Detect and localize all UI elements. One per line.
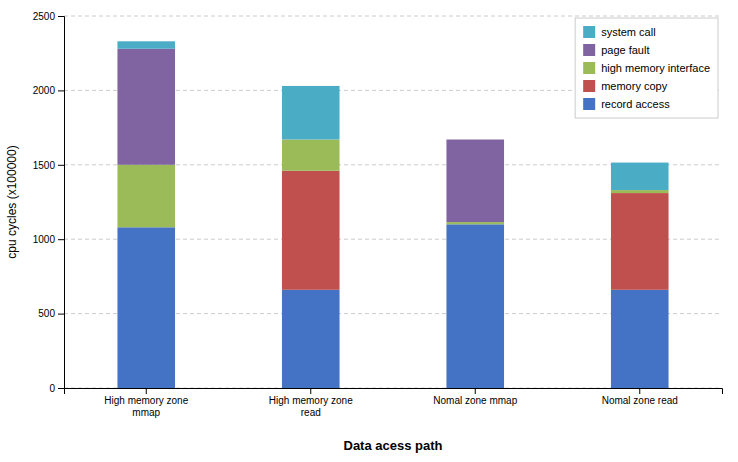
tick-mark [58,239,64,240]
bar-segment [282,140,340,171]
bar-segment [117,49,175,165]
bar-segment [446,222,504,224]
bar-segment [117,41,175,48]
y-axis-title: cpu cycles (x100000) [5,145,19,258]
tick: 1000 [33,234,64,245]
legend-swatch [583,26,595,38]
bar-segment [446,139,504,140]
legend-item: memory copy [583,80,668,92]
tick-mark [58,314,64,315]
tick-label: 2000 [33,85,56,96]
legend-swatch [583,62,595,74]
plot: 0 500 1000 1500 2000 2500 High memory zonemmap… [33,11,723,418]
bar-segment [117,227,175,388]
grid-line [64,16,722,17]
series [117,49,504,222]
bar-segment [611,290,669,388]
tick-label: 1000 [33,234,56,245]
bar-segment [446,140,504,223]
tick-label: 0 [49,383,55,394]
chart: 0 500 1000 1500 2000 2500 High memory zonemmap… [0,0,738,462]
legend-item: page fault [583,44,649,56]
bar-segment [282,290,340,388]
tick: High memory zonemmap [104,388,188,418]
bar-segment [282,86,340,140]
legend-label: system call [601,26,655,38]
axis-line [65,389,723,395]
bar-segment [611,163,669,191]
tick-mark [310,388,311,394]
tick: 500 [38,308,64,319]
legend-label: page fault [601,44,649,56]
tick-label: 2500 [33,11,56,22]
legend-label: memory copy [601,80,668,92]
tick-mark [475,388,476,394]
legend-item: system call [583,26,655,38]
legend-swatch [583,98,595,110]
bar-segment [282,171,340,290]
tick-label: 1500 [33,160,56,171]
tick-label: Nomal zone mmap [433,395,517,406]
tick: 2500 [33,11,64,22]
tick-mark [146,388,147,394]
tick-label: Nomal zone read [602,395,678,406]
tick-label: 500 [38,308,55,319]
legend-label: record access [601,98,670,110]
bar-segment [611,193,669,290]
tick: High memory zoneread [269,388,353,418]
tick-label: High memory zonemmap [104,395,188,418]
legend-label: high memory interface [601,62,710,74]
legend-swatch [583,44,595,56]
legend-item: high memory interface [583,62,710,74]
tick-mark [58,16,64,17]
tick: 0 [49,383,64,394]
bar-segment [446,224,504,388]
legend: system call page fault high memory interfa… [575,18,718,118]
grid [64,16,722,388]
legend-item: record access [583,98,670,110]
series [117,140,668,228]
tick: Nomal zone mmap [433,388,517,406]
axis-line [58,17,65,389]
legend-swatch [583,80,595,92]
tick: 1500 [33,160,64,171]
x-axis-title: Data acess path [344,438,443,453]
tick-mark [639,388,640,394]
bar-segment [611,190,669,193]
tick-mark [58,388,64,389]
y-axis: 0 500 1000 1500 2000 2500 [33,11,65,394]
tick-mark [58,165,64,166]
tick-mark [58,90,64,91]
tick: Nomal zone read [602,388,678,406]
bar-segment [117,165,175,227]
tick: 2000 [33,85,64,96]
series [117,224,668,388]
tick-label: High memory zoneread [269,395,353,418]
legend-frame [575,18,718,118]
x-axis: High memory zonemmap High memory zoneread… [65,388,723,418]
